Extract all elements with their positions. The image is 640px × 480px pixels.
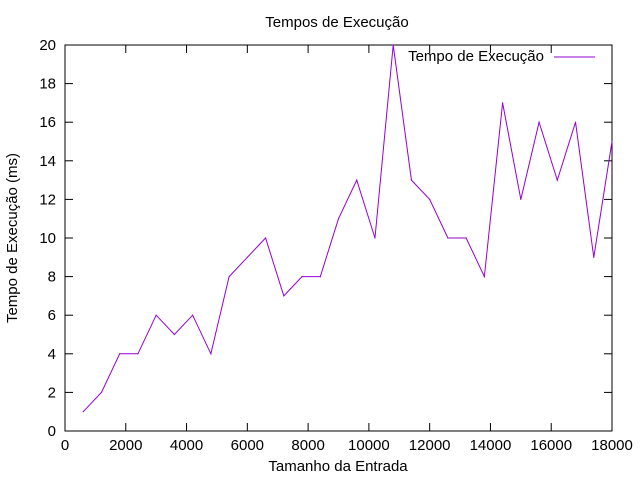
data-point <box>82 411 84 413</box>
y-tick-label: 8 <box>48 269 56 286</box>
data-point <box>264 237 267 239</box>
x-tick-label: 6000 <box>231 437 264 454</box>
data-point <box>502 102 504 104</box>
y-tick-label: 14 <box>39 153 56 170</box>
data-point <box>520 198 522 200</box>
data-point <box>611 140 613 143</box>
data-point <box>137 353 139 355</box>
x-tick-label: 12000 <box>409 437 451 454</box>
data-point <box>100 391 103 393</box>
x-tick-label: 18000 <box>591 437 633 454</box>
y-tick-label: 16 <box>39 114 56 131</box>
legend: Tempo de Execução <box>408 48 595 65</box>
data-point <box>410 179 413 181</box>
data-point <box>593 256 595 258</box>
data-point <box>392 44 394 46</box>
y-axis-title: Tempo de Execução (ms) <box>4 153 21 323</box>
x-tick-label: 16000 <box>530 437 572 454</box>
x-tick-label: 0 <box>61 437 69 454</box>
y-tick-label: 12 <box>39 191 56 208</box>
data-point <box>319 276 321 278</box>
y-tick-label: 6 <box>48 307 56 324</box>
x-axis-title: Tamanho da Entrada <box>268 458 408 475</box>
y-tick-label: 2 <box>48 384 56 401</box>
series-line <box>82 44 613 413</box>
y-tick-label: 20 <box>39 37 56 54</box>
data-point <box>556 179 558 181</box>
data-point <box>429 198 431 200</box>
y-tick-label: 0 <box>48 423 56 440</box>
chart-title: Tempos de Execução <box>265 14 408 31</box>
y-axis: 0 2 4 6 8 10 12 14 16 18 20 <box>39 37 612 440</box>
data-point <box>210 353 212 355</box>
data-point <box>173 333 175 336</box>
x-tick-label: 4000 <box>170 437 203 454</box>
data-point <box>465 237 467 239</box>
series-layer <box>82 44 613 413</box>
y-tick-label: 10 <box>39 230 56 247</box>
data-point <box>574 121 577 123</box>
data-point <box>228 276 230 278</box>
x-tick-label: 14000 <box>470 437 512 454</box>
data-point <box>192 314 194 316</box>
x-tick-label: 2000 <box>109 437 142 454</box>
x-tick-label: 8000 <box>291 437 324 454</box>
data-point <box>337 218 340 220</box>
data-point <box>356 179 358 181</box>
plot-frame <box>64 44 613 432</box>
data-point <box>301 276 303 278</box>
data-point <box>538 121 540 123</box>
x-tick-label: 10000 <box>348 437 390 454</box>
data-point <box>246 256 248 258</box>
y-tick-label: 18 <box>39 76 56 93</box>
data-point <box>119 353 121 355</box>
data-point <box>374 237 376 239</box>
x-axis: 0 2000 4000 6000 8000 10000 12000 14000 16000 180… <box>61 45 633 454</box>
legend-label: Tempo de Execução <box>408 48 544 65</box>
y-tick-label: 4 <box>48 346 56 363</box>
data-point <box>447 237 449 239</box>
data-point <box>483 276 485 278</box>
data-point <box>283 295 285 297</box>
data-point <box>155 314 157 316</box>
